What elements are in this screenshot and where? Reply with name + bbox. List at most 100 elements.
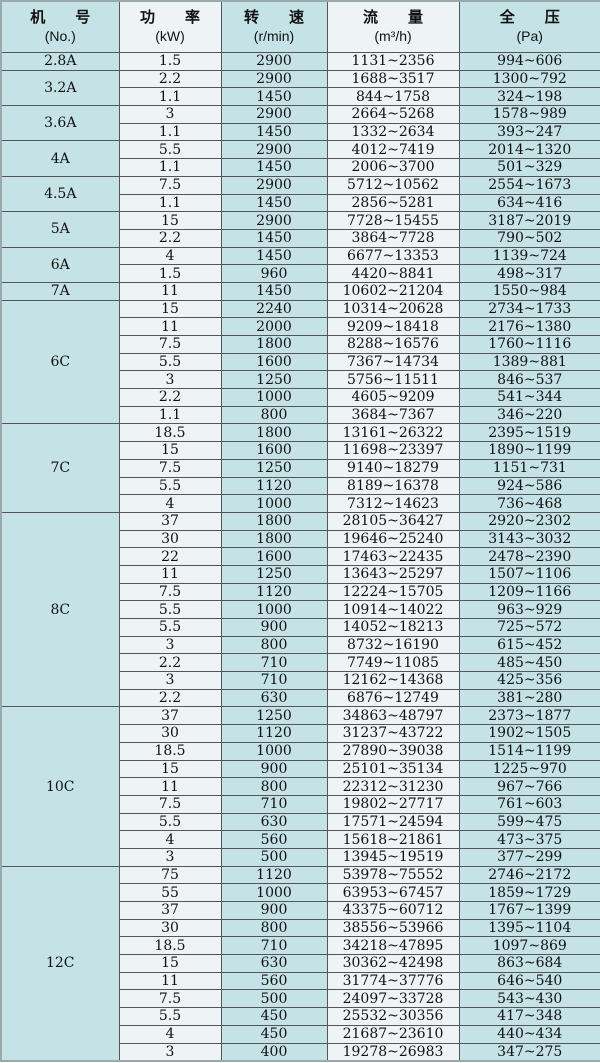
speed-cell: 1800 [220, 529, 328, 549]
pressure-cell: 761~603 [458, 794, 600, 814]
pressure-cell: 2373~1877 [458, 706, 600, 726]
power-cell: 7.5 [118, 794, 222, 814]
model-cell: 8C [0, 511, 120, 708]
header-power: 功 率 (kW) [118, 0, 222, 53]
speed-cell: 1250 [220, 564, 328, 584]
flow-cell: 12224~15705 [326, 582, 460, 602]
header-label: 全 压 [499, 9, 560, 26]
table-row: 2.2 630 6876~12749 381~280 [1, 688, 600, 708]
table-row: 1.1 1450 844~1758 324~198 [1, 87, 600, 107]
pressure-cell: 924~586 [458, 476, 600, 496]
speed-cell: 450 [220, 1007, 328, 1026]
pressure-cell: 347~275 [458, 1042, 600, 1062]
flow-cell: 1332~2634 [326, 122, 460, 142]
header-row: 机 号 (No.) 功 率 (kW) 转 速 (r/min) 流 量 (m³/h) 全 … [0, 0, 600, 53]
table-row: 5.5 630 17571~24594 599~475 [1, 812, 600, 832]
header-pressure: 全 压 (Pa) [458, 0, 600, 53]
pressure-cell: 417~348 [458, 1007, 600, 1026]
table-row: 7A 11 1450 10602~21204 1550~984 [0, 281, 600, 301]
speed-cell: 1120 [220, 865, 328, 885]
table-row: 1.5 960 4420~8841 498~317 [1, 264, 600, 283]
pressure-cell: 615~452 [458, 635, 600, 655]
speed-cell: 1450 [220, 246, 328, 266]
speed-cell: 710 [220, 794, 328, 814]
model-cell: 5A [0, 211, 120, 248]
header-label: 机 号 [30, 9, 91, 26]
speed-cell: 500 [220, 847, 328, 867]
pressure-cell: 541~344 [458, 388, 600, 407]
power-cell: 5.5 [118, 812, 222, 832]
flow-cell: 10602~21204 [326, 281, 460, 301]
pressure-cell: 599~475 [458, 812, 600, 832]
power-cell: 18.5 [118, 423, 222, 443]
flow-cell: 1131~2356 [326, 52, 460, 71]
table-row: 7.5 710 19802~27717 761~603 [1, 794, 600, 814]
table-row: 1.1 800 3684~7367 346~220 [1, 405, 600, 425]
table-row: 11 800 22312~31230 967~766 [1, 777, 600, 796]
flow-cell: 30362~42498 [326, 954, 460, 973]
power-cell: 37 [118, 901, 222, 920]
power-cell: 5.5 [118, 352, 222, 372]
table-row: 30 1120 31237~43722 1902~1505 [1, 724, 600, 743]
pressure-cell: 725~572 [458, 618, 600, 637]
power-cell: 30 [118, 918, 222, 938]
pressure-cell: 2920~2302 [458, 511, 600, 531]
pressure-cell: 1760~1116 [458, 335, 600, 354]
power-cell: 11 [118, 564, 222, 584]
table-body: 2.8A 1.5 2900 1131~2356 994~606 3.2A 2.2 2900 16… [0, 52, 600, 1062]
table-row: 3.2A 2.2 2900 1688~3517 1300~792 [0, 69, 600, 107]
speed-cell: 2240 [220, 299, 328, 319]
flow-cell: 4420~8841 [326, 264, 460, 283]
power-cell: 3 [118, 847, 222, 867]
flow-cell: 63953~67457 [326, 883, 460, 902]
speed-cell: 1450 [220, 193, 328, 213]
pressure-cell: 485~450 [458, 653, 600, 673]
speed-cell: 1250 [220, 458, 328, 478]
flow-cell: 5712~10562 [326, 175, 460, 195]
table-row: 5.5 900 14052~18213 725~572 [1, 618, 600, 637]
power-cell: 3 [118, 1042, 222, 1062]
flow-cell: 21687~23610 [326, 1024, 460, 1044]
flow-cell: 2856~5281 [326, 193, 460, 213]
flow-cell: 27890~39038 [326, 741, 460, 761]
pressure-cell: 377~299 [458, 847, 600, 867]
flow-cell: 19646~25240 [326, 529, 460, 549]
pressure-cell: 393~247 [458, 122, 600, 142]
pressure-cell: 498~317 [458, 264, 600, 283]
power-cell: 7.5 [118, 989, 222, 1009]
pressure-cell: 2176~1380 [458, 317, 600, 336]
power-cell: 37 [118, 511, 222, 531]
table-row: 8C 37 1800 28105~36427 2920~2302 [0, 511, 600, 708]
power-cell: 7.5 [118, 582, 222, 602]
speed-cell: 2900 [220, 140, 328, 160]
speed-cell: 630 [220, 954, 328, 973]
table-row: 2.2 710 7749~11085 485~450 [1, 653, 600, 673]
power-cell: 4 [118, 246, 222, 266]
flow-cell: 38556~53966 [326, 918, 460, 938]
flow-cell: 31774~37776 [326, 971, 460, 991]
pressure-cell: 3143~3032 [458, 529, 600, 549]
flow-cell: 2664~5268 [326, 105, 460, 124]
speed-cell: 2900 [220, 175, 328, 195]
speed-cell: 560 [220, 830, 328, 849]
flow-cell: 53978~75552 [326, 865, 460, 885]
speed-cell: 1000 [220, 494, 328, 513]
power-cell: 2.2 [118, 228, 222, 248]
pressure-cell: 846~537 [458, 370, 600, 390]
pressure-cell: 473~375 [458, 830, 600, 849]
flow-cell: 7312~14623 [326, 494, 460, 513]
table-row: 4 450 21687~23610 440~434 [1, 1024, 600, 1044]
power-cell: 5.5 [118, 618, 222, 637]
speed-cell: 450 [220, 1024, 328, 1044]
header-flow: 流 量 (m³/h) [326, 0, 460, 53]
pressure-cell: 994~606 [458, 52, 600, 71]
power-cell: 7.5 [118, 175, 222, 195]
power-cell: 5.5 [118, 1007, 222, 1026]
flow-cell: 6677~13353 [326, 246, 460, 266]
power-cell: 2.2 [118, 69, 222, 89]
table-row: 1.1 1450 2856~5281 634~416 [1, 193, 600, 213]
flow-cell: 4605~9209 [326, 388, 460, 407]
power-cell: 30 [118, 529, 222, 549]
speed-cell: 1600 [220, 352, 328, 372]
